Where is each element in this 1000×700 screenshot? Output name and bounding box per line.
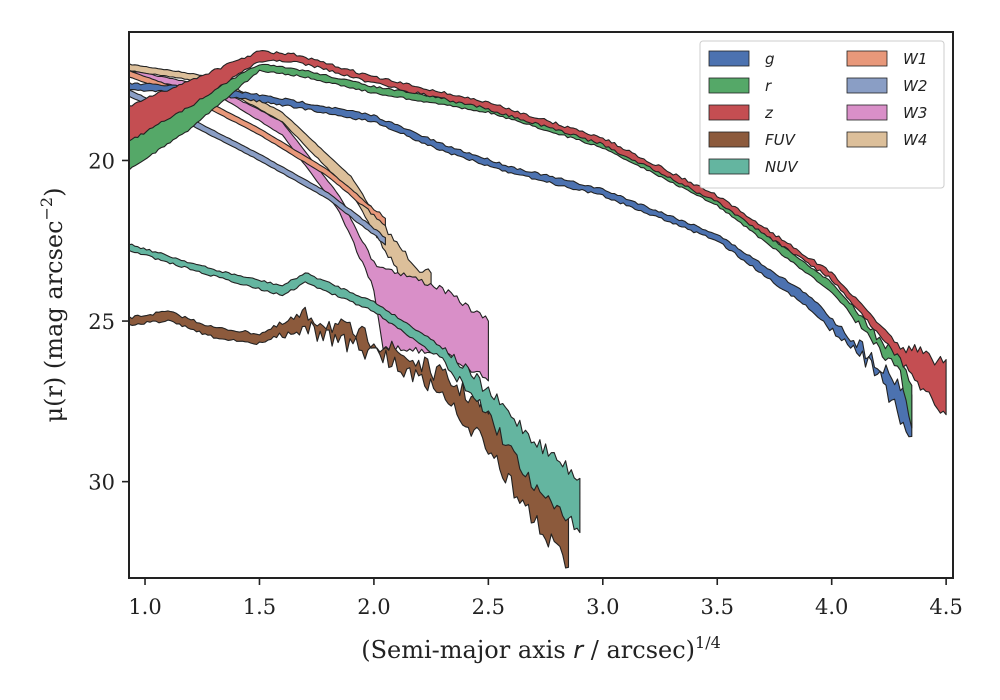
legend-label-w4: W4 <box>903 131 927 149</box>
legend: grz FUV NUV W1 W2 W3 W4 <box>699 40 945 189</box>
x-tick-label-3.5: 3.5 <box>701 595 734 619</box>
legend-swatch-nuv <box>708 158 750 175</box>
series-band-nuv <box>128 243 581 534</box>
x-axis-title: (Semi-major axis r / arcsec)1/4 <box>361 633 721 664</box>
series-band-fuv <box>128 306 570 569</box>
x-tick-label-1.0: 1.0 <box>128 595 161 619</box>
x-tick-label-1.5: 1.5 <box>243 595 276 619</box>
legend-label-g: g <box>765 50 775 68</box>
legend-swatch-w1 <box>846 50 888 67</box>
y-tick-label-25: 25 <box>88 310 115 334</box>
legend-label-w1: W1 <box>903 50 927 68</box>
legend-swatch-fuv <box>708 131 750 148</box>
x-tick-label-4.0: 4.0 <box>815 595 848 619</box>
y-tick-label-20: 20 <box>88 149 115 173</box>
legend-swatch-r <box>708 77 750 94</box>
series-layer <box>128 50 947 569</box>
y-axis-title-sup: −2 <box>37 197 56 221</box>
legend-swatch-w3 <box>846 104 888 121</box>
legend-swatch-g <box>708 50 750 67</box>
x-axis: 1.0 1.5 2.0 2.5 3.0 3.5 4.0 4.5 <box>128 578 963 619</box>
x-tick-label-3.0: 3.0 <box>586 595 619 619</box>
legend-swatch-w2 <box>846 77 888 94</box>
legend-label-w3: W3 <box>903 104 927 122</box>
plot-frame <box>128 31 954 579</box>
legend-label-r: r <box>765 77 772 95</box>
x-tick-label-2.0: 2.0 <box>357 595 390 619</box>
series-band-g <box>128 81 913 438</box>
y-axis-title: μ(r) (mag arcsec−2) <box>37 188 68 423</box>
series-band-r <box>128 63 913 429</box>
series-band-z <box>128 50 947 416</box>
x-axis-title-sup: 1/4 <box>695 633 721 652</box>
legend-label-nuv: NUV <box>765 158 799 176</box>
series-band-w3 <box>128 70 489 382</box>
legend-swatch-w4 <box>846 131 888 148</box>
y-tick-label-30: 30 <box>88 471 115 495</box>
legend-swatch-z <box>708 104 750 121</box>
x-tick-label-2.5: 2.5 <box>472 595 505 619</box>
legend-label-z: z <box>764 104 774 122</box>
x-tick-label-4.5: 4.5 <box>929 595 962 619</box>
y-axis: 20 25 30 <box>88 149 129 495</box>
legend-label-fuv: FUV <box>765 131 797 149</box>
legend-label-w2: W2 <box>903 77 927 95</box>
